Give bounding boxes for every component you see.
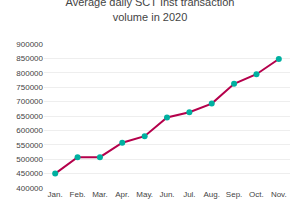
svg-text:May.: May. <box>136 190 153 199</box>
svg-text:Aug.: Aug. <box>203 190 219 199</box>
svg-text:Average daily SCT Inst transac: Average daily SCT Inst transactionvolume… <box>66 0 235 23</box>
svg-text:Oct.: Oct. <box>249 190 264 199</box>
svg-text:Nov.: Nov. <box>271 190 287 199</box>
svg-text:700000: 700000 <box>16 97 43 106</box>
svg-text:750000: 750000 <box>16 83 43 92</box>
svg-text:850000: 850000 <box>16 54 43 63</box>
svg-text:400000: 400000 <box>16 184 43 193</box>
svg-text:450000: 450000 <box>16 169 43 178</box>
svg-text:900000: 900000 <box>16 40 43 49</box>
svg-text:Jun.: Jun. <box>159 190 174 199</box>
svg-text:Sep.: Sep. <box>226 190 242 199</box>
svg-text:600000: 600000 <box>16 126 43 135</box>
svg-text:800000: 800000 <box>16 69 43 78</box>
svg-text:Mar.: Mar. <box>92 190 108 199</box>
svg-text:650000: 650000 <box>16 112 43 121</box>
svg-text:Apr.: Apr. <box>115 190 129 199</box>
svg-text:Feb.: Feb. <box>70 190 86 199</box>
svg-text:500000: 500000 <box>16 155 43 164</box>
svg-text:550000: 550000 <box>16 141 43 150</box>
svg-text:Jul.: Jul. <box>183 190 195 199</box>
svg-text:Jan.: Jan. <box>48 190 63 199</box>
